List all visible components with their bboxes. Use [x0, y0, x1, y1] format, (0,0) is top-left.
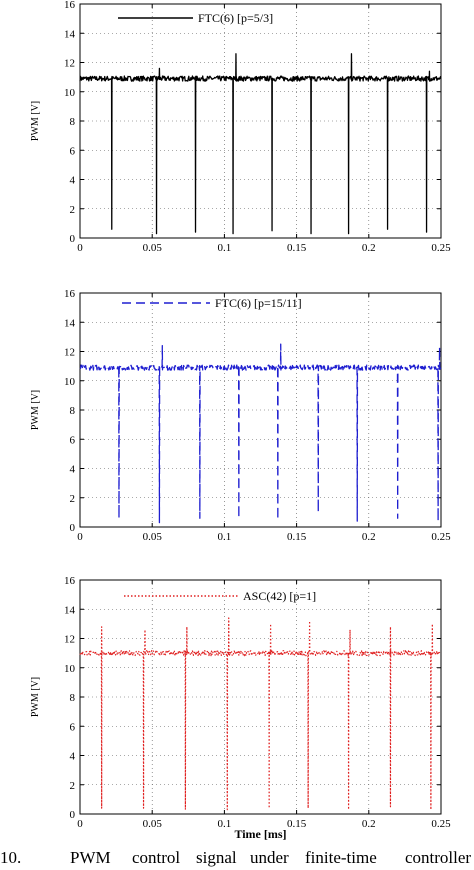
- chart-panel-1: 0 0.05 0.1 0.15 0.2 0.25 0 2 4 6 8 10 12 14 16 PWM [V] F…: [30, 0, 451, 254]
- figure-caption: 10. PWM control signal under finite-time…: [0, 847, 474, 870]
- x-tick-label: 0.05: [143, 818, 163, 830]
- y-tick-label: 0: [70, 233, 76, 245]
- y-tick-label: 4: [70, 751, 76, 763]
- chart-panel-3: 0 0.05 0.1 0.15 0.2 0.25 0 2 4 6 8 10 12 14 16 PWM [V] T…: [30, 575, 451, 841]
- y-tick-label: 8: [70, 405, 76, 417]
- x-tick-label: 0.2: [362, 531, 376, 543]
- x-tick-label: 0.05: [143, 531, 163, 543]
- legend-label: FTC(6) [p=5/3]: [198, 11, 273, 25]
- y-tick-label: 4: [70, 464, 76, 476]
- y-tick-label: 10: [64, 87, 76, 99]
- caption-word-3: control: [132, 848, 181, 867]
- chart-panel-2: 0 0.05 0.1 0.15 0.2 0.25 0 2 4 6 8 10 12 14 16 PWM [V] F…: [30, 288, 451, 543]
- x-tick-label: 0.1: [218, 242, 232, 254]
- legend-label: FTC(6) [p=15/11]: [215, 296, 302, 310]
- series-line-1: [79, 617, 442, 811]
- caption-word-6: finite-time: [305, 848, 377, 867]
- y-tick-label: 14: [64, 317, 76, 329]
- x-tick-label: 0.25: [431, 242, 451, 254]
- y-tick-label: 12: [64, 634, 75, 646]
- y-tick-label: 4: [70, 175, 76, 187]
- caption-word-5: under: [250, 848, 289, 867]
- y-tick-label: 16: [64, 575, 76, 587]
- caption-word-1: 10.: [0, 848, 22, 867]
- x-tick-label: 0.15: [287, 242, 307, 254]
- x-tick-label: 0.2: [362, 242, 376, 254]
- series-line-1: [79, 343, 442, 524]
- y-tick-label: 6: [70, 145, 76, 157]
- y-tick-label: 2: [70, 493, 76, 505]
- y-tick-label: 16: [64, 0, 76, 11]
- x-tick-label: 0.25: [431, 818, 451, 830]
- y-tick-label: 8: [70, 116, 76, 128]
- x-axis-label: Time [ms]: [234, 827, 286, 841]
- y-tick-label: 14: [64, 28, 76, 40]
- x-tick-label: 0: [77, 242, 83, 254]
- x-tick-label: 0.25: [431, 531, 451, 543]
- y-tick-label: 10: [64, 663, 76, 675]
- caption-word-7: controller: [405, 848, 472, 867]
- caption-word-2: PWM: [70, 848, 111, 867]
- series-line-1: [79, 53, 442, 235]
- y-tick-label: 0: [70, 522, 76, 534]
- x-tick-label: 0.05: [143, 242, 163, 254]
- caption-word-4: signal: [196, 848, 237, 867]
- y-tick-label: 2: [70, 204, 76, 216]
- y-tick-label: 6: [70, 434, 76, 446]
- y-tick-label: 12: [64, 347, 75, 359]
- y-tick-label: 2: [70, 780, 76, 792]
- x-tick-label: 0.1: [218, 531, 232, 543]
- y-tick-label: 6: [70, 721, 76, 733]
- y-tick-label: 0: [70, 809, 76, 821]
- x-tick-label: 0.2: [362, 818, 376, 830]
- y-axis-label: PWM [V]: [30, 101, 41, 141]
- y-tick-label: 12: [64, 58, 75, 70]
- x-tick-label: 0.1: [218, 818, 232, 830]
- x-tick-label: 0: [77, 818, 83, 830]
- x-tick-label: 0.15: [287, 818, 307, 830]
- y-tick-label: 10: [64, 376, 76, 388]
- x-tick-label: 0: [77, 531, 83, 543]
- x-tick-label: 0.15: [287, 531, 307, 543]
- y-tick-label: 14: [64, 604, 76, 616]
- y-tick-label: 8: [70, 692, 76, 704]
- legend-label: ASC(42) [p=1]: [243, 589, 316, 603]
- y-axis-label: PWM [V]: [30, 390, 41, 430]
- y-axis-label: PWM [V]: [30, 677, 41, 717]
- y-tick-label: 16: [64, 288, 76, 300]
